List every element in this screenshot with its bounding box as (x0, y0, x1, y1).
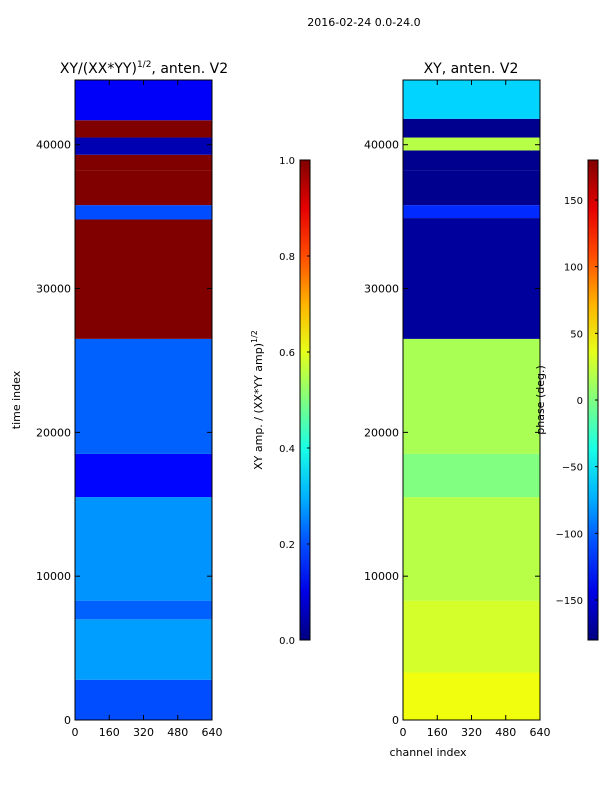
x-tick-label: 0 (72, 726, 79, 739)
colorbar-tick-label: 50 (570, 329, 583, 340)
heatmap-band (75, 453, 212, 498)
x-tick-label: 640 (202, 726, 223, 739)
phase-panel: XY, anten. V2 0 160 320 480 640 0 10000 20000 30… (364, 61, 551, 759)
heatmap-band (403, 218, 540, 339)
heatmap-band (75, 154, 212, 171)
y-tick-label: 20000 (364, 426, 399, 439)
colorbar-tick-label: 150 (564, 196, 583, 207)
amplitude-colorbar-gradient (300, 160, 310, 640)
amplitude-panel-title: XY/(XX*YY)1/2, anten. V2 (60, 60, 228, 77)
phase-heatmap (403, 80, 540, 720)
heatmap-band (75, 497, 212, 601)
y-tick-label: 40000 (36, 139, 71, 152)
x-tick-label: 0 (400, 726, 407, 739)
x-tick-label: 320 (461, 726, 482, 739)
heatmap-band (403, 672, 540, 720)
colorbar-tick-label: 0.8 (279, 252, 295, 263)
y-tick-label: 0 (64, 714, 71, 727)
colorbar-tick-label: −150 (556, 596, 583, 607)
x-tick-label: 480 (167, 726, 188, 739)
heatmap-band (75, 619, 212, 680)
colorbar-tick-label: 100 (564, 263, 583, 274)
phase-panel-title: XY, anten. V2 (424, 61, 519, 77)
channel-index-axis-label: channel index (389, 746, 467, 759)
y-tick-label: 40000 (364, 139, 399, 152)
heatmap-band (75, 80, 212, 121)
figure-suptitle: 2016-02-24 0.0-24.0 (307, 16, 420, 29)
phase-colorbar: −150 −100 −50 0 50 100 150 phase (deg.) (534, 159, 599, 641)
colorbar-tick-label: 0.6 (279, 348, 295, 359)
heatmap-band (403, 150, 540, 171)
heatmap-band (403, 80, 540, 119)
heatmap-band (75, 338, 212, 454)
heatmap-band (75, 600, 212, 620)
colorbar-tick-label: 1.0 (279, 156, 295, 167)
heatmap-band (75, 170, 212, 206)
heatmap-band (403, 205, 540, 219)
amplitude-panel: XY/(XX*YY)1/2, anten. V2 0 160 320 480 640 0 1… (10, 60, 228, 739)
heatmap-band (75, 120, 212, 138)
y-tick-label: 20000 (36, 426, 71, 439)
y-tick-label: 0 (392, 714, 399, 727)
colorbar-tick-label: −100 (556, 529, 583, 540)
y-tick-label: 10000 (364, 570, 399, 583)
amplitude-colorbar: 0.0 0.2 0.4 0.6 0.8 1.0 XY amp. / (XX*YY amp)… (250, 156, 311, 647)
y-tick-label: 30000 (364, 283, 399, 296)
heatmap-band (403, 497, 540, 601)
colorbar-tick-label: 0 (577, 396, 583, 407)
heatmap-band (75, 137, 212, 155)
colorbar-tick-label: 0.2 (279, 540, 295, 551)
time-index-axis-label: time index (10, 370, 23, 429)
colorbar-tick-label: 0.4 (279, 444, 295, 455)
phase-axis-ticks: 0 160 320 480 640 0 10000 20000 30000 40000 (364, 80, 551, 739)
y-tick-label: 30000 (36, 283, 71, 296)
colorbar-tick-label: 0.0 (279, 636, 295, 647)
heatmap-band (403, 118, 540, 138)
heatmap-band (403, 137, 540, 151)
x-tick-label: 320 (133, 726, 154, 739)
heatmap-band (75, 219, 212, 339)
amplitude-heatmap (75, 80, 212, 720)
amplitude-colorbar-ticks: 0.0 0.2 0.4 0.6 0.8 1.0 (279, 156, 310, 647)
heatmap-band (403, 453, 540, 498)
heatmap-band (75, 205, 212, 220)
heatmap-band (403, 338, 540, 454)
amplitude-axis-ticks: 0 160 320 480 640 0 10000 20000 30000 40000 (36, 80, 223, 739)
heatmap-band (403, 600, 540, 673)
heatmap-band (75, 679, 212, 720)
amplitude-colorbar-frame (299, 159, 311, 641)
amplitude-colorbar-label: XY amp. / (XX*YY amp)1/2 (250, 330, 265, 470)
x-tick-label: 480 (495, 726, 516, 739)
x-tick-label: 160 (427, 726, 448, 739)
x-tick-label: 640 (530, 726, 551, 739)
heatmap-band (403, 170, 540, 206)
phase-colorbar-label: phase (deg.) (534, 365, 547, 435)
phase-colorbar-gradient (588, 160, 598, 640)
colorbar-tick-label: −50 (562, 463, 583, 474)
phase-colorbar-ticks: −150 −100 −50 0 50 100 150 (556, 196, 598, 607)
x-tick-label: 160 (99, 726, 120, 739)
y-tick-label: 10000 (36, 570, 71, 583)
